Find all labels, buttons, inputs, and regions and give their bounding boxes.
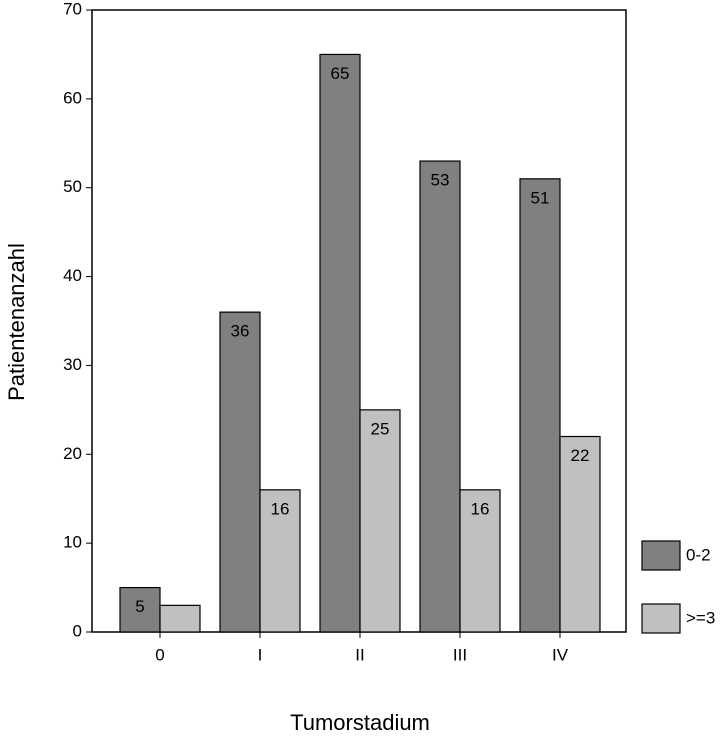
data-label: 22 [571,446,590,465]
x-tick-label: 0 [155,645,164,664]
bar [259,489,301,633]
data-label: 25 [371,419,390,438]
x-tick-label: IV [552,645,569,664]
y-tick-label: 10 [63,533,82,552]
x-tick-label: II [355,645,364,664]
data-label: 53 [431,171,450,190]
legend-swatch [641,540,681,571]
bar [159,604,201,633]
y-tick-label: 40 [63,266,82,285]
y-tick-label: 20 [63,444,82,463]
y-tick-label: 30 [63,355,82,374]
bar [359,409,401,633]
bar [219,311,261,633]
y-tick-label: 50 [63,177,82,196]
data-label: 51 [531,188,550,207]
data-label: 5 [135,597,144,616]
data-label: 65 [331,64,350,83]
bar [519,178,561,633]
data-label: 36 [231,322,250,341]
bar [419,160,461,633]
legend-label: >=3 [686,608,715,627]
x-tick-label: III [453,645,467,664]
legend-swatch [641,603,681,634]
legend-label: 0-2 [686,545,711,564]
x-tick-label: I [258,645,263,664]
bar [459,489,501,633]
y-tick-label: 0 [73,621,82,640]
data-label: 16 [471,499,490,518]
y-tick-label: 60 [63,88,82,107]
y-tick-label: 70 [63,0,82,18]
y-axis-title: Patientenanzahl [4,243,29,401]
bar [319,53,361,633]
x-axis-title: Tumorstadium [290,710,430,735]
data-label: 16 [271,499,290,518]
bar [559,435,601,633]
